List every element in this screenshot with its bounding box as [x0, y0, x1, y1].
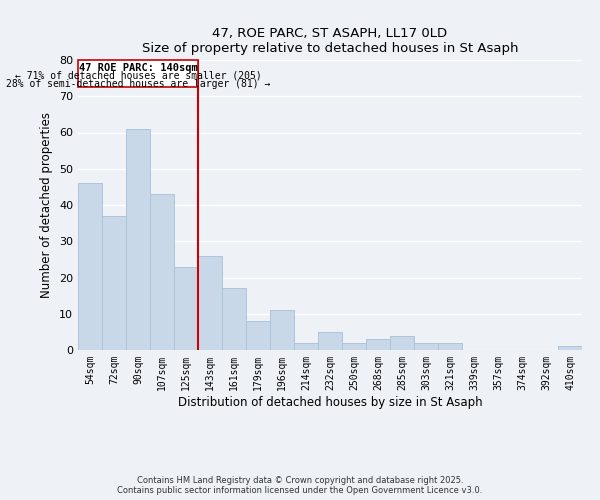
Bar	[558, 346, 582, 350]
Bar	[294, 343, 318, 350]
Bar	[438, 343, 462, 350]
Bar	[414, 343, 438, 350]
Bar	[390, 336, 414, 350]
Bar	[78, 183, 102, 350]
Bar	[366, 339, 390, 350]
Bar	[222, 288, 246, 350]
Bar	[342, 343, 366, 350]
FancyBboxPatch shape	[78, 60, 198, 87]
X-axis label: Distribution of detached houses by size in St Asaph: Distribution of detached houses by size …	[178, 396, 482, 408]
Text: ← 71% of detached houses are smaller (205): ← 71% of detached houses are smaller (20…	[14, 71, 262, 81]
Bar	[198, 256, 222, 350]
Text: 28% of semi-detached houses are larger (81) →: 28% of semi-detached houses are larger (…	[6, 79, 270, 89]
Text: Contains HM Land Registry data © Crown copyright and database right 2025.
Contai: Contains HM Land Registry data © Crown c…	[118, 476, 482, 495]
Bar	[150, 194, 174, 350]
Title: 47, ROE PARC, ST ASAPH, LL17 0LD
Size of property relative to detached houses in: 47, ROE PARC, ST ASAPH, LL17 0LD Size of…	[142, 26, 518, 54]
Bar	[102, 216, 126, 350]
Bar	[126, 129, 150, 350]
Y-axis label: Number of detached properties: Number of detached properties	[40, 112, 53, 298]
Bar	[174, 266, 198, 350]
Bar	[318, 332, 342, 350]
Bar	[270, 310, 294, 350]
Text: 47 ROE PARC: 140sqm: 47 ROE PARC: 140sqm	[79, 63, 197, 73]
Bar	[246, 321, 270, 350]
